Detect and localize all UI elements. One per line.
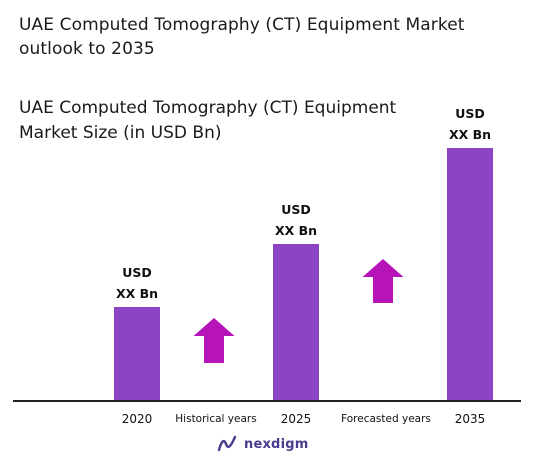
- x-tick-2035: 2035: [455, 412, 486, 426]
- chart-subtitle: UAE Computed Tomography (CT) Equipment M…: [19, 98, 397, 143]
- value-label-2025-line2: XX Bn: [275, 223, 317, 238]
- value-label-2020-line1: USD: [122, 265, 152, 280]
- bar-2025: [273, 244, 319, 400]
- value-label-2035-line1: USD: [455, 106, 485, 121]
- up-arrow-historical-icon: [193, 318, 235, 363]
- nexdigm-logo-icon: [217, 435, 237, 452]
- period-label-historical: Historical years: [175, 413, 256, 425]
- bar-2035: [447, 148, 493, 400]
- brand-logo: nexdigm: [216, 432, 308, 456]
- bar-2020: [114, 307, 160, 400]
- value-label-2035-line2: XX Bn: [449, 127, 491, 142]
- x-tick-2020: 2020: [122, 412, 153, 426]
- chart-title: UAE Computed Tomography (CT) Equipment M…: [19, 15, 465, 59]
- up-arrow-forecast-icon: [362, 259, 404, 303]
- period-label-forecasted: Forecasted years: [341, 413, 431, 425]
- x-tick-2025: 2025: [281, 412, 312, 426]
- brand-name: nexdigm: [244, 436, 309, 452]
- value-label-2020-line2: XX Bn: [116, 286, 158, 301]
- value-label-2025-line1: USD: [281, 202, 311, 217]
